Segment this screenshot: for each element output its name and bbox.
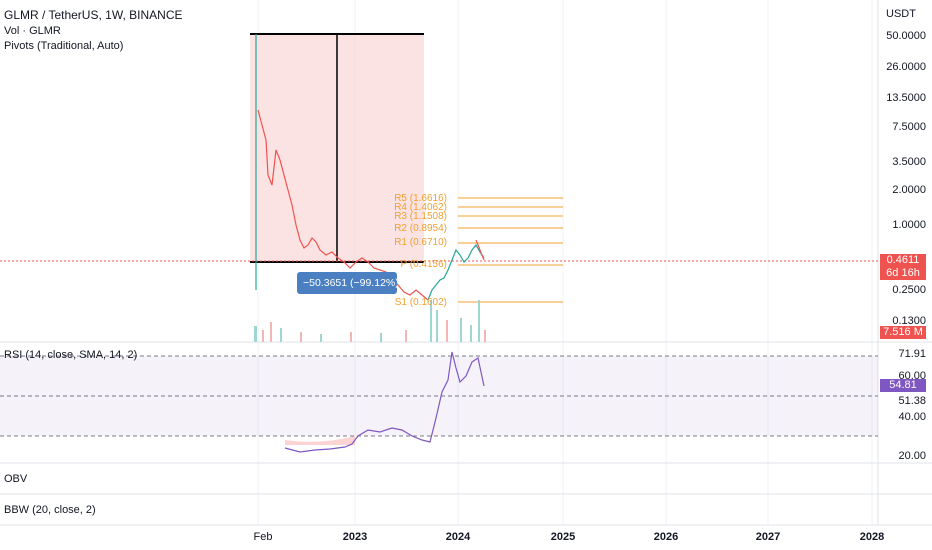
- volume-badge: 7.516 M: [880, 326, 926, 339]
- price-tick: 0.1300: [892, 315, 926, 327]
- time-tick: 2024: [445, 531, 471, 543]
- price-tick: 50.0000: [886, 30, 926, 42]
- rsi-indicator-label[interactable]: RSI (14, close, SMA, 14, 2): [4, 349, 138, 361]
- rsi-tick: 71.91: [898, 348, 926, 360]
- countdown-badge: 6d 16h: [880, 267, 926, 280]
- price-tick: 7.5000: [892, 121, 926, 133]
- obv-indicator-label[interactable]: OBV: [4, 473, 28, 485]
- price-tick: 1.0000: [892, 219, 926, 231]
- pivot-label-p: P (0.4156): [400, 259, 447, 270]
- current-price-badge: 0.4611: [880, 254, 926, 267]
- volume-bars: [254, 300, 486, 342]
- price-tick: 0.2500: [892, 284, 926, 296]
- rsi-tick: 51.38: [898, 395, 926, 407]
- pivot-label-r3: R3 (1.1508): [394, 211, 447, 222]
- price-tick: 26.0000: [886, 61, 926, 73]
- pivot-label-r5: R5 (1.6616): [394, 193, 447, 204]
- time-tick: 2028: [859, 531, 885, 543]
- volume-indicator-label[interactable]: Vol · GLMR: [4, 25, 61, 37]
- symbol-title[interactable]: GLMR / TetherUS, 1W, BINANCE: [4, 8, 183, 22]
- rsi-tick: 40.00: [898, 411, 926, 423]
- pivot-label-r4: R4 (1.4062): [394, 202, 447, 213]
- price-tick: 13.5000: [886, 92, 926, 104]
- price-tick: 3.5000: [892, 156, 926, 168]
- measure-tool-label[interactable]: −50.3651 (−99.12%) −50365.1: [297, 272, 397, 294]
- currency-selector[interactable]: USDT: [886, 8, 916, 20]
- time-tick: 2026: [653, 531, 679, 543]
- pivots-indicator-label[interactable]: Pivots (Traditional, Auto): [4, 40, 124, 52]
- rsi-line: [284, 351, 485, 453]
- price-tick: 2.0000: [892, 184, 926, 196]
- time-tick: 2023: [342, 531, 368, 543]
- bbw-indicator-label[interactable]: BBW (20, close, 2): [4, 504, 96, 516]
- time-tick: Feb: [253, 531, 273, 543]
- time-tick: 2025: [550, 531, 576, 543]
- time-tick: 2027: [755, 531, 781, 543]
- rsi-value-badge: 54.81: [880, 379, 926, 392]
- pivot-label-r1: R1 (0.6710): [394, 237, 447, 248]
- pivot-label-r2: R2 (0.8954): [394, 223, 447, 234]
- rsi-tick: 20.00: [898, 450, 926, 462]
- pivot-label-s1: S1 (0.1602): [394, 297, 447, 308]
